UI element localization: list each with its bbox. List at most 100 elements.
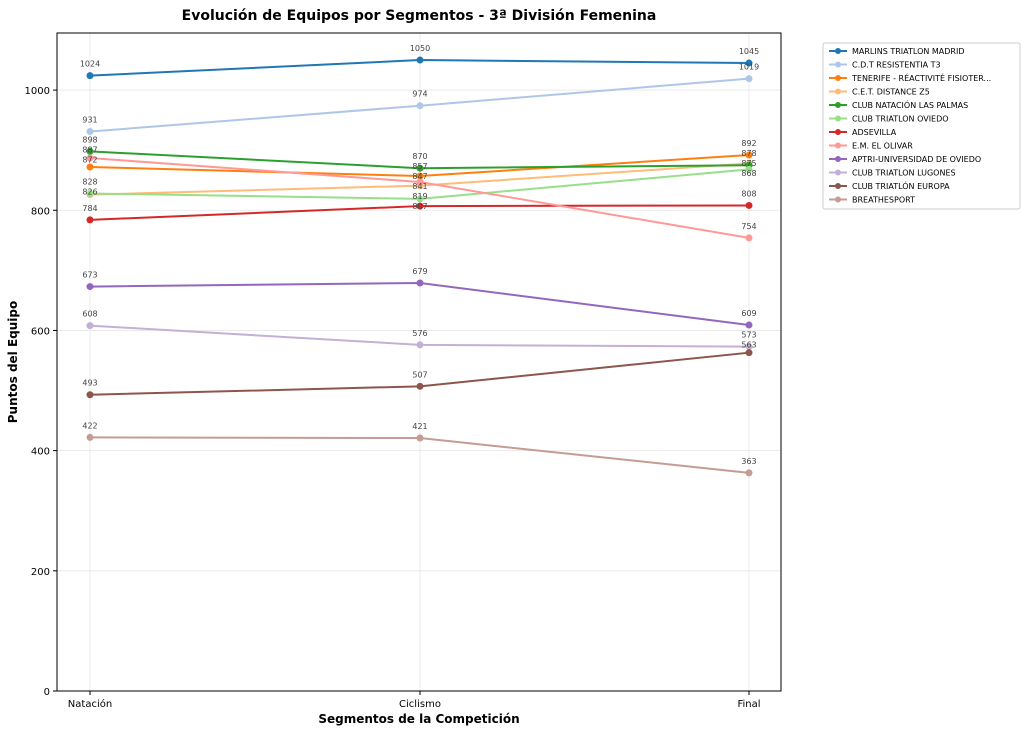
data-point (416, 434, 424, 442)
data-point (86, 72, 94, 80)
y-tick-label: 400 (31, 447, 50, 458)
data-label: 493 (82, 379, 97, 388)
data-label: 828 (82, 177, 97, 186)
data-label: 931 (82, 116, 97, 125)
data-point (86, 322, 94, 330)
data-label: 887 (82, 145, 97, 154)
data-point (416, 172, 424, 180)
series-11 (86, 433, 753, 477)
legend-label: CLUB NATACIÓN LAS PALMAS (852, 99, 968, 110)
data-label: 1050 (410, 44, 430, 53)
legend-label: CLUB TRIATLÓN EUROPA (852, 180, 950, 191)
data-point (86, 189, 94, 197)
legend-label: TENERIFE - RÉACTIVITÉ FISIOTER... (851, 72, 991, 83)
data-label: 870 (412, 152, 427, 161)
data-point (86, 433, 94, 441)
data-point (745, 201, 753, 209)
data-label: 847 (412, 172, 427, 181)
legend-marker (835, 196, 841, 203)
data-point (745, 321, 753, 329)
series-9 (86, 322, 753, 351)
x-axis-label: Segmentos de la Competición (318, 712, 519, 726)
series-6 (86, 201, 753, 224)
data-label: 679 (412, 267, 427, 276)
legend-marker (835, 169, 841, 176)
data-point (86, 283, 94, 291)
data-label: 808 (741, 189, 756, 198)
data-label: 807 (412, 202, 427, 211)
data-label: 898 (82, 135, 97, 144)
data-label: 875 (741, 159, 756, 168)
legend-label: E.M. EL OLIVAR (852, 142, 913, 151)
legend-label: MARLINS TRIATLON MADRID (852, 47, 965, 56)
data-label: 421 (412, 422, 427, 431)
series-1 (86, 75, 753, 136)
data-label: 841 (412, 182, 427, 191)
data-point (416, 102, 424, 110)
legend-marker (835, 129, 841, 135)
plot-area (56, 32, 782, 692)
data-point (745, 343, 753, 351)
data-point (86, 128, 94, 136)
legend-marker (835, 156, 841, 162)
data-point (745, 59, 753, 67)
data-label: 363 (741, 457, 756, 466)
data-label: 1019 (739, 63, 759, 72)
data-label: 826 (82, 187, 97, 196)
series-line (89, 281, 750, 327)
legend-marker (835, 75, 841, 81)
legend-marker (835, 142, 841, 149)
data-point (416, 341, 424, 349)
legend-box[interactable] (822, 42, 1021, 210)
data-label: 422 (82, 421, 97, 430)
data-label: 609 (741, 309, 756, 318)
legend-marker (835, 115, 841, 122)
series-5 (86, 165, 753, 203)
data-point (86, 154, 94, 162)
y-axis-label: Puntos del Equipo (6, 301, 20, 423)
data-label: 878 (741, 149, 756, 158)
legend-marker (835, 102, 841, 108)
y-tick-label: 600 (31, 326, 50, 337)
series-10 (86, 349, 753, 399)
y-tick-label: 0 (44, 687, 50, 698)
data-point (86, 216, 94, 224)
data-label: 974 (412, 90, 427, 99)
y-tick-label: 800 (31, 206, 50, 217)
legend-marker (835, 88, 841, 95)
data-point (416, 202, 424, 210)
data-point (416, 178, 424, 186)
x-tick-label: Natación (68, 698, 112, 710)
data-point (745, 349, 753, 357)
data-label: 1045 (739, 47, 759, 56)
data-label: 576 (412, 329, 427, 338)
data-point (86, 391, 94, 399)
y-tick-label: 200 (31, 567, 50, 578)
legend-label: ADSEVILLA (852, 128, 897, 137)
legend-label: APTRI-UNIVERSIDAD DE OVIEDO (852, 155, 981, 164)
data-label: 573 (741, 331, 756, 340)
chart-title: Evolución de Equipos por Segmentos - 3ª … (182, 8, 657, 24)
legend-marker (835, 48, 841, 54)
data-point (416, 164, 424, 172)
data-point (745, 234, 753, 242)
series-2 (86, 151, 753, 180)
legend-label: CLUB TRIATLON OVIEDO (852, 115, 949, 124)
legend-label: CLUB TRIATLON LUGONES (852, 169, 956, 178)
data-label: 754 (741, 222, 756, 231)
legend-label: BREATHESPORT (852, 196, 915, 205)
x-tick-label: Final (737, 699, 760, 710)
legend-label: C.E.T. DISTANCE Z5 (852, 88, 930, 97)
series-line (89, 436, 750, 474)
data-point (745, 151, 753, 159)
series-0 (86, 56, 753, 80)
data-label: 784 (82, 204, 97, 213)
data-label: 608 (82, 310, 97, 319)
data-label: 819 (412, 192, 427, 201)
data-label: 892 (741, 139, 756, 148)
data-point (416, 382, 424, 390)
data-point (86, 147, 94, 155)
series-8 (86, 279, 753, 329)
data-label: 857 (412, 162, 427, 171)
